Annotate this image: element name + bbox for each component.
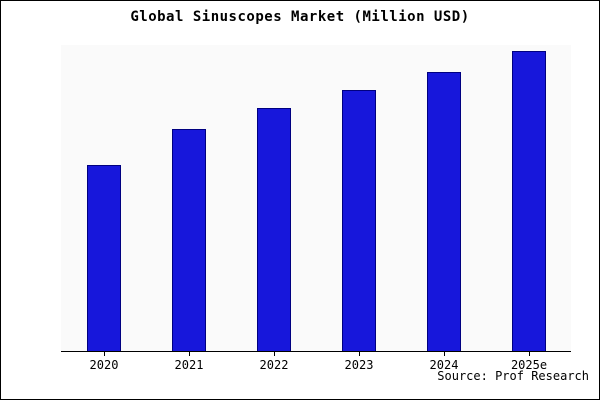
bar-2024 [427,72,461,351]
x-axis-label-2021: 2021 [174,358,204,372]
x-axis-tick [274,352,275,356]
x-axis-label-2024: 2024 [429,358,459,372]
bar-2021 [172,129,206,351]
x-axis-tick [529,352,530,356]
source-note: Source: Prof Research [437,369,589,383]
x-axis-tick [359,352,360,356]
x-axis-label-2025e: 2025e [510,358,548,372]
x-axis-tick [104,352,105,356]
plot-area [61,45,571,352]
x-axis-label-2023: 2023 [344,358,374,372]
x-axis-label-2022: 2022 [259,358,289,372]
x-axis-label-2020: 2020 [89,358,119,372]
chart-title: Global Sinuscopes Market (Million USD) [130,9,470,25]
bar-2020 [87,165,121,351]
x-axis-tick [189,352,190,356]
bar-2022 [257,108,291,351]
x-axis-tick [444,352,445,356]
bar-2023 [342,90,376,351]
bar-2025e [512,51,546,351]
